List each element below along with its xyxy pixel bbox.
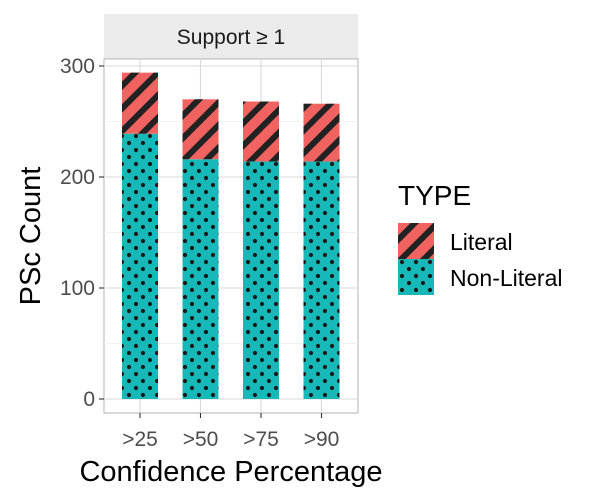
legend-label-literal: Literal: [450, 229, 513, 255]
legend-key-pattern-non-literal: [398, 259, 434, 295]
facet-label: Support ≥ 1: [177, 26, 285, 49]
bar-pattern-non-literal: [182, 159, 219, 399]
x-tick-label: >90: [304, 428, 340, 451]
x-axis: >25 >50 >75 >90: [122, 413, 339, 451]
bar-pattern-literal: [303, 103, 340, 162]
bar-pattern-non-literal: [303, 161, 340, 399]
x-tick-label: >25: [122, 428, 158, 451]
bar-pattern-non-literal: [122, 133, 158, 399]
bar-pattern-literal: [122, 72, 158, 134]
x-tick-label: >75: [243, 428, 279, 451]
y-tick-label: 0: [83, 388, 95, 411]
legend-label-non-literal: Non-Literal: [450, 265, 563, 291]
bar-pattern-non-literal: [243, 161, 279, 399]
y-tick-label: 200: [60, 166, 95, 189]
y-axis: 0 100 200 300: [60, 55, 104, 411]
bars: [122, 72, 340, 399]
x-axis-title: Confidence Percentage: [79, 456, 382, 488]
bar-pattern-literal: [243, 101, 279, 162]
legend-key-pattern-literal: [398, 223, 434, 259]
y-tick-label: 300: [60, 55, 95, 78]
legend-title: TYPE: [398, 180, 471, 211]
legend: TYPE Literal Non-Literal: [398, 180, 563, 295]
bar-pattern-literal: [182, 99, 219, 160]
x-tick-label: >50: [183, 428, 219, 451]
y-tick-label: 100: [60, 277, 95, 300]
facet-strip: [104, 14, 358, 59]
y-axis-title: PSc Count: [15, 167, 47, 306]
